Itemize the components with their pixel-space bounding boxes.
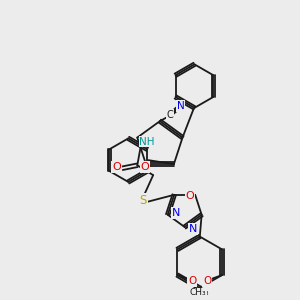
Text: N: N xyxy=(177,101,184,111)
Text: O: O xyxy=(141,162,149,172)
Text: NH: NH xyxy=(140,136,155,146)
Text: CH₃: CH₃ xyxy=(190,288,206,297)
Text: O: O xyxy=(203,276,211,286)
Text: CH₃: CH₃ xyxy=(193,288,209,297)
Text: N: N xyxy=(188,224,197,234)
Text: C: C xyxy=(167,110,173,120)
Text: S: S xyxy=(140,194,147,207)
Text: N: N xyxy=(172,208,180,218)
Text: O: O xyxy=(186,191,195,201)
Text: O: O xyxy=(188,276,196,286)
Text: O: O xyxy=(112,162,121,172)
